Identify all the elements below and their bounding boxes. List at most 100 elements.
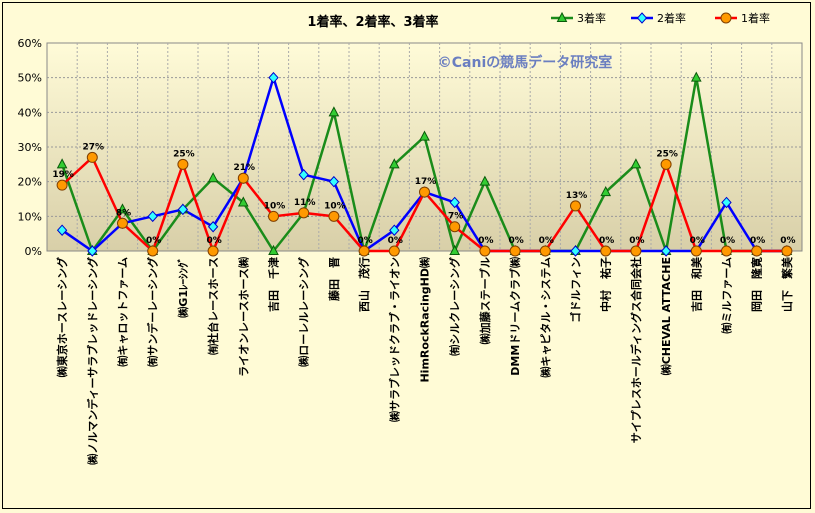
category-label: 吉田 千津 — [267, 257, 281, 312]
marker-3rd — [207, 172, 219, 183]
legend-label: 2着率 — [657, 11, 686, 25]
data-label: 17% — [415, 177, 437, 187]
marker-1st — [660, 158, 672, 170]
data-label: 25% — [656, 149, 678, 159]
legend-marker — [720, 12, 732, 24]
marker-2nd — [570, 245, 581, 257]
category-label: ㈲キャロットファーム — [116, 257, 130, 367]
series-layer — [56, 71, 793, 257]
marker-3rd — [268, 244, 279, 255]
chart: 1着率、2着率、3着率 ©Caniの競馬データ研究室 0% 10% 20% 30% 40… — [18, 11, 803, 465]
category-label: 吉田 和美 — [689, 256, 703, 312]
category-label: 中村 祐子 — [599, 257, 613, 312]
category-label: ㈱サラブレッドクラブ・ライオン — [387, 257, 401, 422]
y-tick-label: 50% — [18, 72, 42, 85]
marker-1st — [479, 245, 491, 257]
marker-3rd — [630, 158, 642, 169]
legend-label: 3着率 — [577, 11, 606, 25]
marker-1st — [177, 158, 189, 170]
data-label: 19% — [52, 170, 74, 180]
marker-1st — [600, 245, 612, 257]
data-label: 0% — [539, 236, 554, 246]
category-label: サイプレスホールディングス合同会社 — [629, 257, 643, 443]
marker-3rd — [419, 130, 430, 141]
marker-1st — [630, 245, 642, 257]
y-tick-label: 10% — [18, 210, 42, 223]
y-tick-label: 20% — [18, 176, 42, 189]
legend: 3着率 2着率 1着率 — [551, 11, 770, 25]
marker-1st — [147, 245, 159, 257]
marker-2nd — [721, 196, 732, 209]
marker-2nd — [147, 210, 158, 223]
category-label: ゴドルフィン — [569, 257, 583, 323]
category-label: 岡田 隆寛 — [750, 257, 764, 312]
data-label: 0% — [508, 236, 523, 246]
category-label: 西山 茂行 — [357, 257, 371, 312]
category-label: ㈱CHEVAL ATTACHE — [659, 257, 673, 375]
data-label: 0% — [599, 236, 614, 246]
marker-1st — [449, 221, 461, 233]
marker-2nd — [298, 168, 309, 181]
category-label: 山下 繁美 — [780, 256, 794, 312]
data-label: 0% — [750, 236, 765, 246]
marker-3rd — [449, 244, 461, 255]
category-separators — [76, 43, 773, 251]
marker-2nd — [660, 245, 672, 257]
marker-2nd — [56, 224, 68, 236]
data-label: 13% — [566, 191, 588, 201]
marker-1st — [56, 179, 68, 191]
data-label: 0% — [780, 236, 795, 246]
marker-1st — [86, 151, 98, 163]
data-label: 0% — [206, 236, 221, 246]
category-label: ライオンレースホース㈱ — [236, 257, 250, 377]
y-tick-label: 30% — [18, 141, 42, 154]
data-label: 0% — [690, 236, 705, 246]
category-label: ㈱東京ホースレーシング — [55, 257, 69, 377]
category-label: ㈲社台レースホース — [206, 257, 220, 355]
category-label: 藤田 晋 — [327, 257, 341, 301]
data-label: 10% — [264, 201, 286, 211]
category-label: ㈱キャピタル・システム — [538, 257, 552, 378]
data-label: 11% — [294, 198, 316, 208]
marker-2nd — [389, 224, 400, 236]
data-labels: 19% 27% 8% 0% 25% 0% 21% 10% 11% 10% 0% 0% 17% 7% 0% 0%… — [52, 142, 795, 246]
watermark: ©Caniの競馬データ研究室 — [438, 54, 613, 71]
data-label: 25% — [173, 149, 195, 159]
marker-1st — [781, 245, 793, 257]
marker-3rd — [56, 158, 68, 169]
marker-1st — [298, 207, 310, 219]
y-tick-label: 60% — [18, 37, 42, 50]
marker-1st — [388, 245, 400, 257]
marker-2nd — [449, 196, 460, 209]
category-label: ㈱加藤ステーブル — [478, 257, 492, 344]
data-label: 10% — [324, 201, 346, 211]
data-label: 0% — [146, 236, 161, 246]
marker-1st — [419, 186, 430, 198]
marker-3rd — [388, 158, 400, 169]
marker-1st — [328, 210, 340, 222]
data-label: 27% — [83, 142, 105, 152]
y-tick-label: 0% — [25, 245, 42, 258]
marker-3rd — [600, 185, 612, 197]
marker-2nd — [87, 245, 98, 257]
data-label: 0% — [388, 236, 403, 246]
marker-3rd — [117, 203, 128, 214]
data-label: 0% — [478, 236, 493, 246]
marker-1st — [237, 172, 249, 184]
marker-3rd — [237, 196, 249, 207]
marker-1st — [358, 245, 370, 257]
category-label: DMMドリームクラブ㈱ — [508, 257, 522, 376]
gridlines — [47, 77, 802, 217]
marker-2nd — [268, 71, 279, 84]
y-axis-ticks: 0% 10% 20% 30% 40% 50% 60% — [18, 37, 42, 258]
category-label: ㈱G1ﾚｰｼﾝｸﾞ — [176, 257, 190, 318]
marker-3rd — [328, 106, 340, 117]
category-label: ㈱ノルマンディーサラブレッドレーシング — [85, 257, 99, 465]
marker-3rd — [690, 71, 702, 82]
marker-1st — [207, 245, 219, 257]
category-label: HimRockRacingHD㈱ — [418, 257, 432, 383]
data-label: 0% — [357, 236, 372, 246]
marker-2nd — [328, 175, 340, 188]
category-label: ㈲サンデーレーシング — [146, 257, 160, 367]
